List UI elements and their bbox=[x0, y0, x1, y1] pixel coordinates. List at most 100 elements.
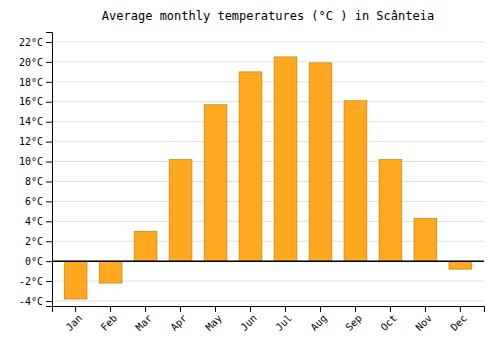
grid-line bbox=[52, 121, 484, 122]
y-tick-mark bbox=[46, 261, 52, 262]
y-tick-label: 18°C bbox=[19, 77, 43, 88]
x-tick-label: Nov bbox=[413, 312, 434, 333]
bar bbox=[274, 57, 297, 261]
y-tick: 0°C bbox=[25, 256, 52, 267]
y-tick-mark bbox=[46, 301, 52, 302]
zero-line bbox=[52, 260, 484, 262]
y-tick-label: 16°C bbox=[19, 96, 43, 107]
y-tick-mark bbox=[46, 82, 52, 83]
x-tick-mark bbox=[390, 306, 391, 312]
y-tick: 20°C bbox=[19, 57, 52, 68]
y-tick-mark bbox=[46, 142, 52, 143]
x-tick-mark bbox=[145, 306, 146, 312]
x-tick: Nov bbox=[413, 306, 434, 333]
y-tick-label: 6°C bbox=[25, 196, 43, 207]
x-tick: Mar bbox=[134, 306, 155, 333]
chart: -4°C -2°C 0°C 2°C 4°C 6°C 8°C 10°C 12°C 14°C 16°C 1… bbox=[0, 0, 500, 350]
x-tick: Jul bbox=[273, 306, 294, 333]
bar bbox=[169, 160, 192, 262]
y-tick-label: 10°C bbox=[19, 156, 43, 167]
x-tick-label: Feb bbox=[99, 312, 120, 333]
y-tick: 8°C bbox=[25, 176, 52, 187]
y-tick: 2°C bbox=[25, 236, 52, 247]
y-tick-label: -4°C bbox=[19, 296, 43, 307]
x-tick: Jun bbox=[238, 306, 259, 333]
y-tick-mark bbox=[46, 42, 52, 43]
bar bbox=[309, 63, 332, 261]
x-tick: Sep bbox=[343, 306, 364, 333]
grid bbox=[52, 42, 484, 301]
bar bbox=[99, 261, 122, 283]
x-tick-label: Jun bbox=[238, 312, 259, 333]
x-tick-label: Sep bbox=[343, 312, 364, 333]
bar bbox=[134, 231, 157, 261]
y-tick-label: 0°C bbox=[25, 256, 43, 267]
x-tick-mark bbox=[320, 306, 321, 312]
y-tick-mark bbox=[46, 181, 52, 182]
plot: -4°C -2°C 0°C 2°C 4°C 6°C 8°C 10°C 12°C 14°C 16°C 1… bbox=[19, 33, 485, 333]
x-tick-mark bbox=[425, 306, 426, 312]
x-tick-mark bbox=[180, 306, 181, 312]
y-tick-label: -2°C bbox=[19, 276, 43, 287]
x-axis: Jan Feb Mar Apr May Jun Jul Aug Sep Oct Nov Dec bbox=[53, 306, 485, 333]
y-tick-label: 12°C bbox=[19, 136, 43, 147]
y-tick: 16°C bbox=[19, 96, 52, 107]
bars bbox=[52, 57, 484, 299]
y-tick: 6°C bbox=[25, 196, 52, 207]
grid-line bbox=[52, 201, 484, 202]
grid-line bbox=[52, 261, 484, 262]
x-tick-mark bbox=[75, 306, 76, 312]
x-tick-label: May bbox=[203, 312, 224, 333]
x-tick: Dec bbox=[448, 306, 469, 333]
y-tick-mark bbox=[46, 162, 52, 163]
y-tick: -4°C bbox=[19, 296, 52, 307]
bar bbox=[344, 101, 367, 261]
y-axis-line bbox=[46, 33, 53, 307]
bar bbox=[449, 261, 472, 269]
x-tick-mark bbox=[285, 306, 286, 312]
y-tick: -2°C bbox=[19, 276, 52, 287]
x-tick: Aug bbox=[308, 306, 329, 333]
grid-line bbox=[52, 41, 484, 42]
x-tick-label: Oct bbox=[378, 312, 399, 333]
x-tick-label: Mar bbox=[134, 312, 155, 333]
y-tick: 12°C bbox=[19, 136, 52, 147]
x-tick-mark bbox=[460, 306, 461, 312]
x-axis-line bbox=[53, 307, 485, 313]
bar bbox=[379, 160, 402, 262]
x-tick-label: Jan bbox=[64, 312, 85, 333]
x-tick: Feb bbox=[99, 306, 120, 333]
grid-line bbox=[52, 181, 484, 182]
x-tick-mark bbox=[110, 306, 111, 312]
y-tick-mark bbox=[46, 201, 52, 202]
y-tick-mark bbox=[46, 122, 52, 123]
y-tick-mark bbox=[46, 281, 52, 282]
bar bbox=[414, 218, 437, 261]
y-tick-label: 20°C bbox=[19, 57, 43, 68]
grid-line bbox=[52, 301, 484, 302]
y-tick-label: 8°C bbox=[25, 176, 43, 187]
y-tick: 18°C bbox=[19, 77, 52, 88]
x-tick: Jan bbox=[64, 306, 85, 333]
y-tick-mark bbox=[46, 102, 52, 103]
y-axis: -4°C -2°C 0°C 2°C 4°C 6°C 8°C 10°C 12°C 14°C 16°C 1… bbox=[19, 33, 53, 307]
y-tick: 10°C bbox=[19, 156, 52, 167]
x-tick-label: Apr bbox=[168, 312, 189, 333]
y-tick-label: 22°C bbox=[19, 37, 43, 48]
grid-line bbox=[52, 141, 484, 142]
grid-line bbox=[52, 161, 484, 162]
grid-line bbox=[52, 101, 484, 102]
y-tick: 14°C bbox=[19, 116, 52, 127]
y-tick-label: 2°C bbox=[25, 236, 43, 247]
bar bbox=[64, 261, 87, 299]
y-tick-mark bbox=[46, 62, 52, 63]
bar bbox=[204, 105, 227, 261]
grid-line bbox=[52, 81, 484, 82]
title: Average monthly temperatures (°C ) in Sc… bbox=[102, 9, 434, 23]
x-tick: May bbox=[203, 306, 224, 333]
x-tick: Oct bbox=[378, 306, 399, 333]
x-tick: Apr bbox=[168, 306, 189, 333]
y-tick: 4°C bbox=[25, 216, 52, 227]
y-tick-label: 4°C bbox=[25, 216, 43, 227]
grid-line bbox=[52, 61, 484, 62]
